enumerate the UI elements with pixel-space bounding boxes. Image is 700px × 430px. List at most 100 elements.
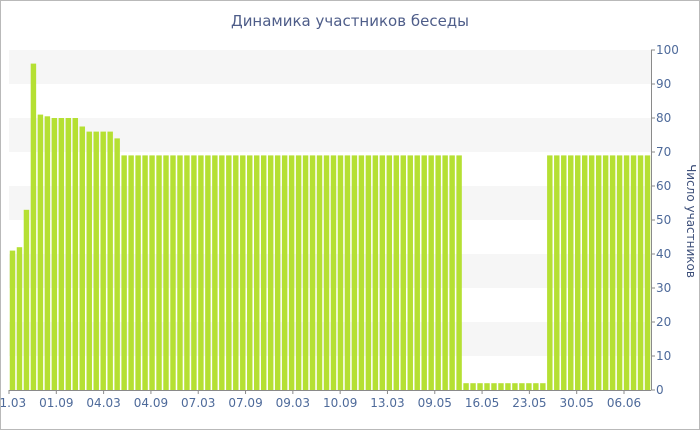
- bar: [100, 131, 106, 390]
- bar: [44, 116, 51, 391]
- bar: [512, 383, 518, 390]
- bar: [281, 155, 288, 390]
- bar: [37, 114, 44, 390]
- bar: [498, 383, 504, 390]
- bar: [288, 155, 295, 390]
- x-tick-label: 30.05: [560, 396, 594, 410]
- bar: [463, 383, 469, 390]
- x-tick-label: 10.09: [323, 396, 357, 410]
- bar: [309, 155, 316, 390]
- y-tick-label: 20: [656, 315, 671, 329]
- bar: [477, 383, 483, 390]
- bar: [407, 155, 413, 390]
- bar: [372, 155, 379, 390]
- bar: [561, 155, 567, 390]
- bar: [616, 155, 623, 390]
- bar: [337, 155, 344, 390]
- bar: [58, 118, 65, 390]
- bar: [247, 155, 253, 390]
- bar: [644, 155, 651, 390]
- bar: [393, 155, 400, 390]
- bar: [233, 155, 239, 390]
- bar: [526, 383, 532, 390]
- bar: [484, 383, 490, 390]
- bar: [107, 131, 113, 390]
- bar: [226, 155, 232, 390]
- bar: [540, 383, 546, 390]
- bar: [623, 155, 630, 390]
- x-tick-label: 23.05: [512, 396, 546, 410]
- bar: [295, 155, 302, 390]
- bar: [93, 131, 99, 390]
- bar: [428, 155, 434, 390]
- grid-band: [9, 50, 651, 84]
- bar: [323, 155, 330, 390]
- bar: [637, 155, 644, 390]
- bar: [316, 155, 323, 390]
- bar: [198, 155, 204, 390]
- bar: [602, 155, 609, 390]
- bar: [254, 155, 260, 390]
- bar: [267, 155, 274, 390]
- bar: [51, 118, 58, 390]
- y-tick-label: 70: [656, 145, 671, 159]
- y-tick-label: 100: [656, 43, 679, 57]
- bar: [86, 131, 92, 390]
- y-tick-label: 90: [656, 77, 671, 91]
- y-axis-label: Число участников: [684, 164, 698, 278]
- bar: [156, 155, 162, 390]
- x-tick-label: 04.03: [86, 396, 120, 410]
- y-tick-label: 50: [656, 213, 671, 227]
- bar: [547, 155, 553, 390]
- y-tick-label: 60: [656, 179, 671, 193]
- bar: [358, 155, 365, 390]
- y-tick-labels: 0 10 20 30 40 50 60 70 80 90 100: [651, 43, 679, 397]
- y-tick-label: 10: [656, 349, 671, 363]
- bar: [344, 155, 351, 390]
- x-tick-label: 07.09: [228, 396, 262, 410]
- bar: [581, 155, 588, 390]
- bar: [30, 63, 37, 390]
- bar: [205, 155, 211, 390]
- bar: [240, 155, 246, 390]
- bar: [400, 155, 406, 390]
- x-tick-label: 07.03: [181, 396, 215, 410]
- bar: [505, 383, 511, 390]
- bar: [170, 155, 176, 390]
- y-tick-label: 40: [656, 247, 671, 261]
- bar: [23, 209, 30, 390]
- x-tick-label: 01.03: [0, 396, 26, 410]
- bar: [9, 250, 16, 390]
- bar: [588, 155, 595, 390]
- x-tick-labels: 01.03 01.09 04.03 04.09 07.03 07.09 09.03 10.09…: [0, 390, 641, 410]
- y-tick-label: 30: [656, 281, 671, 295]
- x-tick-label: 01.09: [39, 396, 73, 410]
- x-tick-label: 04.09: [134, 396, 168, 410]
- bar: [330, 155, 337, 390]
- bar: [114, 138, 120, 390]
- bar: [128, 155, 134, 390]
- bar: [219, 155, 225, 390]
- bar: [386, 155, 393, 390]
- bar: [351, 155, 358, 390]
- bar: [554, 155, 560, 390]
- y-tick-label: 0: [656, 383, 664, 397]
- bar: [442, 155, 448, 390]
- bar: [302, 155, 309, 390]
- bar: [630, 155, 637, 390]
- bar: [212, 155, 218, 390]
- bar: [72, 118, 79, 390]
- bar: [149, 155, 155, 390]
- chart-title: Динамика участников беседы: [230, 12, 470, 30]
- bar: [435, 155, 441, 390]
- bar: [142, 155, 148, 390]
- bar: [274, 155, 281, 390]
- bar: [184, 155, 190, 390]
- bar: [456, 155, 462, 390]
- bar: [568, 155, 574, 390]
- bar: [449, 155, 455, 390]
- bar: [595, 155, 602, 390]
- bar: [121, 155, 127, 390]
- x-tick-label: 06.06: [607, 396, 641, 410]
